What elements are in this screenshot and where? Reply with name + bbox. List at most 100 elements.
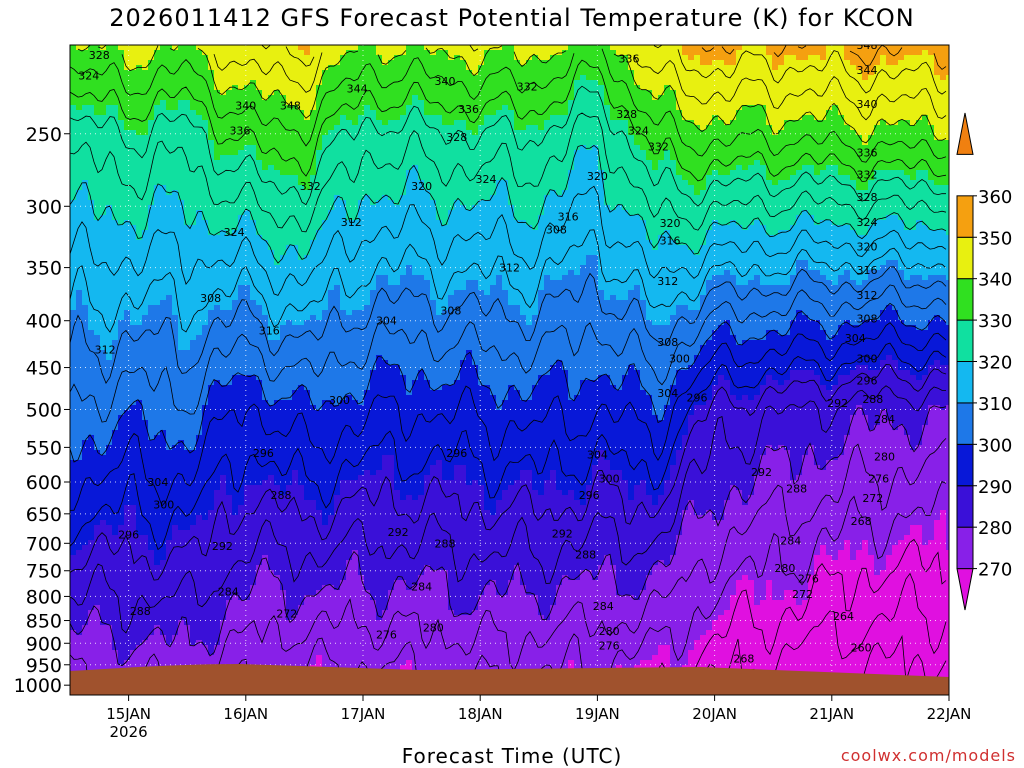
- theta-cell: [190, 260, 197, 266]
- theta-cell: [244, 45, 251, 51]
- theta-cell: [208, 510, 215, 516]
- theta-cell: [232, 145, 239, 151]
- theta-cell: [220, 560, 227, 566]
- theta-cell: [274, 60, 281, 66]
- theta-cell: [88, 585, 95, 591]
- theta-cell: [94, 450, 101, 456]
- theta-cell: [94, 90, 101, 96]
- theta-cell: [238, 50, 245, 56]
- theta-cell: [274, 520, 281, 526]
- theta-cell: [232, 625, 239, 631]
- theta-cell: [214, 270, 221, 276]
- theta-cell: [262, 410, 269, 416]
- theta-cell: [130, 260, 137, 266]
- theta-cell: [214, 530, 221, 536]
- theta-cell: [160, 170, 167, 176]
- theta-cell: [226, 480, 233, 486]
- theta-cell: [268, 225, 275, 231]
- theta-cell: [208, 415, 215, 421]
- theta-cell: [106, 205, 113, 211]
- theta-cell: [70, 415, 77, 421]
- theta-cell: [118, 325, 125, 331]
- theta-cell: [112, 610, 119, 616]
- theta-cell: [130, 330, 137, 336]
- theta-cell: [130, 215, 137, 221]
- theta-cell: [136, 210, 143, 216]
- theta-cell: [154, 520, 161, 526]
- theta-cell: [118, 200, 125, 206]
- theta-cell: [292, 70, 299, 76]
- theta-cell: [112, 300, 119, 306]
- theta-cell: [124, 375, 131, 381]
- theta-cell: [160, 260, 167, 266]
- theta-cell: [190, 65, 197, 71]
- theta-cell: [268, 230, 275, 236]
- theta-cell: [232, 355, 239, 361]
- theta-cell: [106, 245, 113, 251]
- theta-cell: [136, 50, 143, 56]
- theta-cell: [142, 350, 149, 356]
- theta-cell: [280, 110, 287, 116]
- theta-cell: [172, 135, 179, 141]
- theta-cell: [148, 610, 155, 616]
- theta-cell: [136, 230, 143, 236]
- theta-cell: [208, 175, 215, 181]
- theta-cell: [250, 530, 257, 536]
- theta-cell: [202, 630, 209, 636]
- theta-cell: [112, 275, 119, 281]
- theta-cell: [238, 415, 245, 421]
- theta-cell: [292, 605, 299, 611]
- theta-cell: [136, 625, 143, 631]
- theta-cell: [70, 650, 77, 656]
- theta-cell: [202, 405, 209, 411]
- theta-cell: [220, 275, 227, 281]
- theta-cell: [256, 105, 263, 111]
- theta-cell: [88, 650, 95, 656]
- theta-cell: [226, 205, 233, 211]
- theta-cell: [232, 125, 239, 131]
- theta-cell: [196, 265, 203, 271]
- theta-cell: [76, 575, 83, 581]
- theta-cell: [208, 315, 215, 321]
- theta-cell: [88, 640, 95, 646]
- theta-cell: [274, 285, 281, 291]
- theta-cell: [262, 380, 269, 386]
- theta-cell: [142, 520, 149, 526]
- theta-cell: [262, 375, 269, 381]
- theta-cell: [196, 545, 203, 551]
- theta-cell: [124, 365, 131, 371]
- theta-cell: [100, 50, 107, 56]
- theta-cell: [70, 70, 77, 76]
- theta-cell: [124, 550, 131, 556]
- theta-cell: [100, 405, 107, 411]
- theta-cell: [100, 60, 107, 66]
- theta-cell: [250, 475, 257, 481]
- theta-cell: [286, 425, 293, 431]
- theta-cell: [292, 280, 299, 286]
- theta-cell: [202, 350, 209, 356]
- theta-cell: [130, 510, 137, 516]
- theta-cell: [256, 655, 263, 661]
- theta-cell: [172, 205, 179, 211]
- theta-cell: [136, 370, 143, 376]
- theta-cell: [256, 380, 263, 386]
- theta-cell: [220, 295, 227, 301]
- theta-cell: [238, 370, 245, 376]
- theta-cell: [280, 345, 287, 351]
- theta-cell: [196, 370, 203, 376]
- theta-cell: [112, 630, 119, 636]
- theta-cell: [88, 530, 95, 536]
- theta-cell: [256, 420, 263, 426]
- theta-cell: [70, 665, 77, 671]
- theta-cell: [94, 625, 101, 631]
- theta-cell: [148, 485, 155, 491]
- theta-cell: [208, 85, 215, 91]
- theta-cell: [286, 65, 293, 71]
- theta-cell: [214, 580, 221, 586]
- theta-cell: [184, 300, 191, 306]
- theta-cell: [286, 650, 293, 656]
- theta-cell: [250, 650, 257, 656]
- theta-cell: [190, 495, 197, 501]
- theta-cell: [178, 650, 185, 656]
- theta-cell: [274, 220, 281, 226]
